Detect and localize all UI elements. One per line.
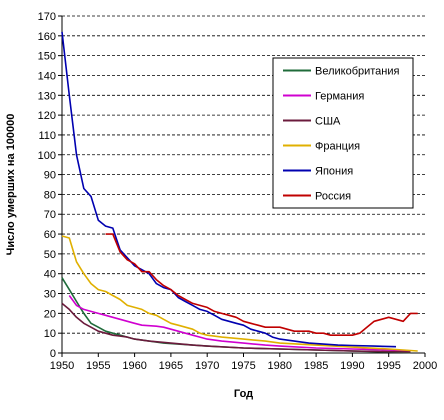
y-tick-label: 160 [38,31,56,43]
x-axis-title: Год [234,388,253,400]
x-tick-label: 1965 [159,360,183,372]
y-tick-label: 110 [38,130,56,142]
y-tick-label: 120 [38,110,56,122]
series-line [68,295,411,352]
axes: 0 10 20 30 40 50 60 70 80 90 100 110 120 130 140 150 160… [38,11,438,372]
x-tick-label: 1975 [231,360,255,372]
y-tick-label: 150 [38,51,56,63]
y-tick-label: 70 [44,209,56,221]
y-tick-label: 40 [44,269,56,281]
legend-label: Россия [315,191,351,203]
legend-label: Франция [315,141,360,153]
y-tick-label: 60 [44,229,56,241]
y-tick-label: 130 [38,90,56,102]
y-tick-label: 30 [44,289,56,301]
y-tick-label: 170 [38,11,56,23]
legend-label: США [315,116,341,128]
x-tick-label: 1990 [340,360,364,372]
x-tick-label: 1980 [268,360,292,372]
y-axis-title: Число умерших на 100000 [5,114,17,256]
series-line [61,302,411,353]
y-tick-label: 50 [44,249,56,261]
legend-label: Великобритания [315,66,400,78]
x-tick-label: 1970 [195,360,219,372]
y-tick-label: 10 [44,328,56,340]
x-tick-label: 1955 [86,360,110,372]
x-tick-label: 1960 [122,360,146,372]
legend-label: Германия [315,91,364,103]
y-tick-label: 140 [38,70,56,82]
series-line [61,235,418,352]
x-tick-label: 2000 [413,360,437,372]
series-line [61,277,411,354]
x-tick-label: 1995 [376,360,400,372]
y-tick-label: 90 [44,170,56,182]
x-tick-label: 1950 [50,360,74,372]
series-lines [61,31,418,354]
y-tick-label: 0 [50,348,56,360]
y-tick-label: 80 [44,189,56,201]
x-tick-label: 1985 [304,360,328,372]
y-tick-label: 20 [44,308,56,320]
series-line [61,31,397,348]
series-line [105,233,418,336]
legend-box [272,57,414,209]
legend: Великобритания Германия США Франция Япония Ро… [272,57,414,209]
y-tick-label: 100 [38,150,56,162]
legend-label: Япония [315,166,353,178]
